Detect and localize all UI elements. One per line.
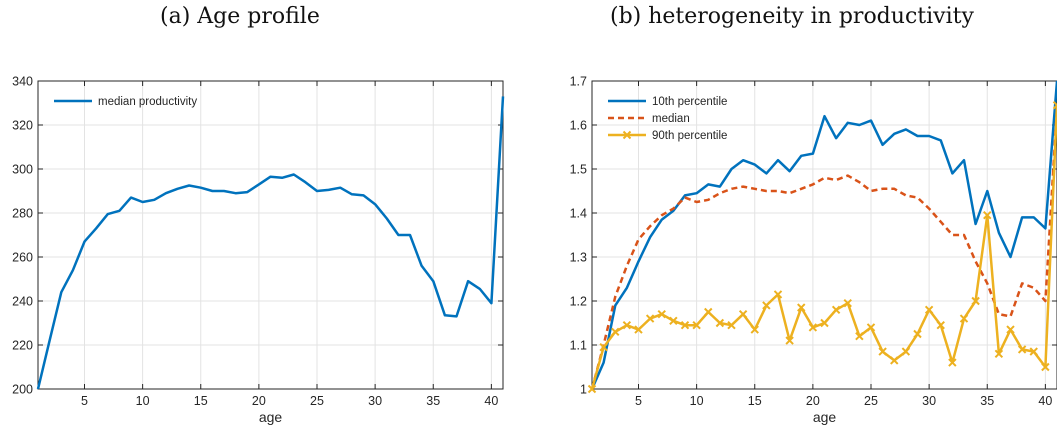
plot-area [38,81,503,389]
data-point-marker [831,305,841,315]
series-90th-percentile [587,100,1057,394]
chart-b: 5 10 15 20 25 30 35 40 1 1.1 1.2 1.3 1.4 1.5 1.6 1.7 age… [570,75,1057,425]
y-tick-label: 240 [12,295,33,309]
x-tick-label: 35 [980,394,994,408]
x-tick-label: 30 [368,394,382,408]
y-tick-label: 1.3 [570,251,587,265]
data-point-marker [750,325,759,334]
data-point-marker [785,336,794,345]
legend: 10th percentile median 90th percentile [608,96,727,142]
data-point-marker [715,318,725,328]
data-point-marker [762,301,771,310]
data-point-marker [634,325,643,334]
y-tick-label: 200 [12,383,33,397]
data-point-marker [1029,347,1038,356]
x-tick-label: 30 [922,394,936,408]
x-axis-label: age [813,409,837,425]
data-point-marker [971,296,980,306]
data-point-marker [773,290,783,299]
y-tick-label: 260 [12,251,33,265]
data-point-marker [727,320,736,330]
x-tick-label: 25 [310,394,324,408]
x-tick-label: 40 [1038,394,1052,408]
right-chart-caption: (b) heterogeneity in productivity [610,4,974,29]
data-point-marker [820,318,829,328]
data-point-marker [913,329,922,339]
legend-label: median [652,113,690,125]
axes-frame [591,80,1057,390]
data-point-marker [890,356,899,365]
series-10th-percentile [590,80,1057,390]
data-point-marker [1052,100,1057,110]
data-point-marker [692,320,701,330]
x-tick-label: 15 [194,394,208,408]
x-tick-label: 15 [748,394,762,408]
y-tick-label: 220 [12,339,33,353]
x-tick-label: 5 [635,394,642,408]
data-point-marker [797,303,806,312]
x-tick-label: 20 [252,394,266,408]
axes-frame [37,80,504,390]
x-tick-label: 10 [690,394,704,408]
data-point-marker [645,314,655,323]
data-point-marker [901,347,911,356]
y-tick-label: 1.2 [570,295,587,309]
x-tick-label: 40 [484,394,498,408]
series-line [590,80,1057,390]
y-tick-label: 1.7 [570,75,587,89]
legend-label: median productivity [98,96,197,108]
chart-a: 5 10 15 20 25 30 35 40 200 220 240 260 280 300 320 340 a… [12,75,505,425]
y-tick-label: 280 [12,207,33,221]
y-tick-label: 1.1 [570,339,587,353]
data-point-marker [599,342,608,352]
left-chart-caption: (a) Age profile [160,4,320,29]
y-tick-label: 1.6 [570,119,587,133]
data-point-marker [924,305,934,315]
series-line [36,96,505,390]
data-point-marker [657,309,666,319]
data-point-marker [959,314,969,323]
data-point-marker [878,347,887,356]
x-tick-label: 25 [864,394,878,408]
data-point-marker [669,316,678,326]
x-axis-label: age [259,409,283,425]
x-tick-label: 10 [136,394,150,408]
legend: median productivity [54,96,197,108]
data-point-marker [866,323,876,332]
data-point-marker [994,349,1004,359]
data-point-marker [1006,325,1015,334]
data-point-marker [1041,362,1050,372]
data-point-marker [855,331,864,341]
data-point-marker [704,307,713,317]
y-tick-label: 1.4 [570,207,587,221]
x-tick-label: 35 [426,394,440,408]
data-point-marker [808,323,818,332]
y-tick-label: 340 [12,75,33,89]
data-point-marker [983,210,992,220]
data-point-marker [738,309,748,319]
y-tick-label: 300 [12,163,33,177]
y-tick-label: 320 [12,119,33,133]
data-point-marker [843,298,852,308]
data-point-marker [587,384,597,394]
data-point-marker [611,327,620,337]
data-point-marker [936,320,945,330]
legend-marker [622,130,632,140]
data-point-marker [622,320,632,330]
data-point-marker [1017,345,1027,354]
legend-label: 90th percentile [652,130,727,142]
data-point-marker [948,358,957,367]
legend-label: 10th percentile [652,96,727,108]
x-tick-label: 20 [806,394,820,408]
y-tick-label: 1 [580,383,587,397]
y-tick-label: 1.5 [570,163,587,177]
series-median-productivity [36,96,505,390]
x-tick-label: 5 [81,394,88,408]
plot-area [592,81,1057,389]
data-point-marker [680,320,690,330]
